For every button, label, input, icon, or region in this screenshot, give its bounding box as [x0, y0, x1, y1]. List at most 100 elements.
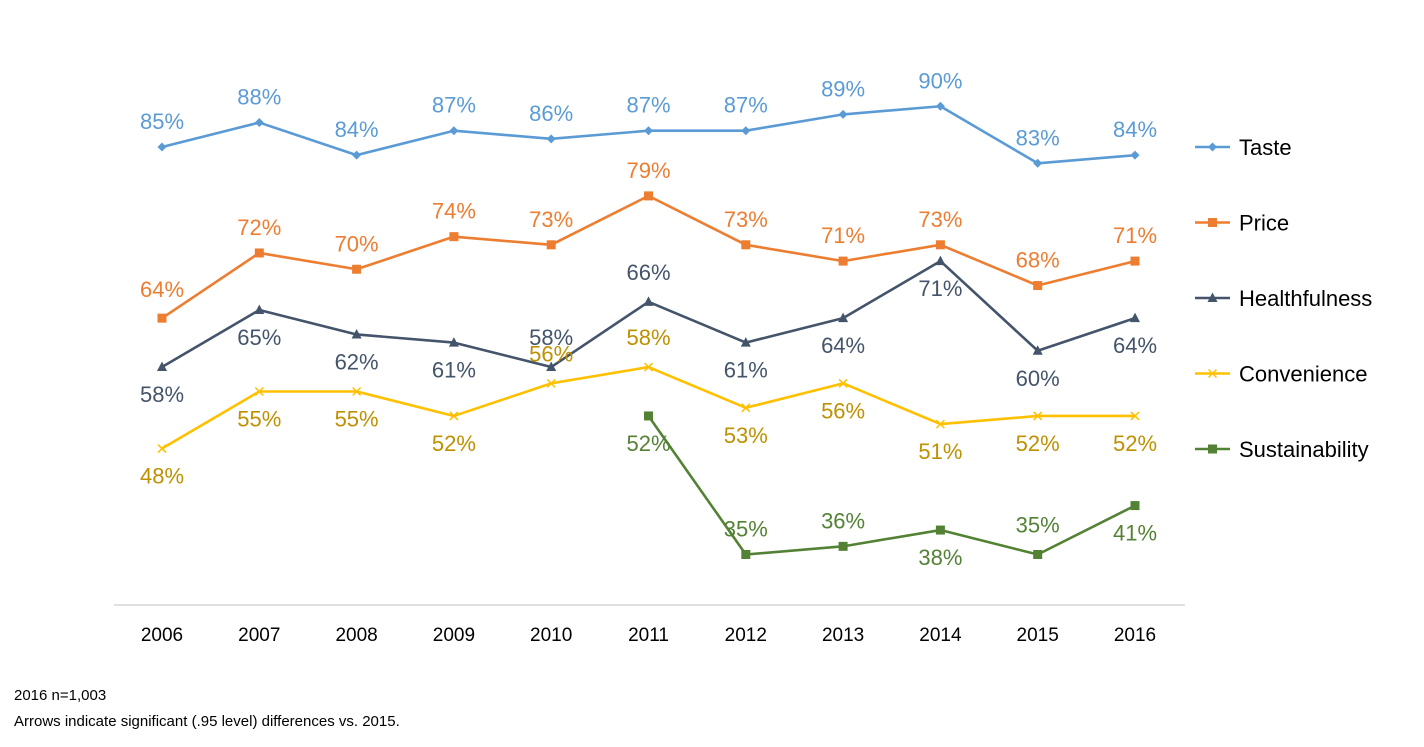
marker-healthfulness-2014: [935, 255, 946, 266]
data-label-price-2011: 79%: [626, 158, 670, 183]
marker-sustainability-2016: [1130, 501, 1140, 511]
data-label-convenience-2010: 56%: [529, 341, 573, 366]
data-label-price-2016: 71%: [1113, 223, 1157, 248]
marker-price-2008: [352, 264, 362, 274]
marker-convenience-2013: [838, 378, 848, 388]
data-label-sustainability-2011: 52%: [626, 431, 670, 456]
data-label-taste-2013: 89%: [821, 76, 865, 101]
data-label-healthfulness-2015: 60%: [1016, 366, 1060, 391]
legend-item-convenience: Convenience: [1195, 362, 1367, 387]
marker-taste-2010: [546, 134, 556, 144]
x-tick-label-2014: 2014: [919, 625, 962, 646]
data-label-taste-2009: 87%: [432, 93, 476, 118]
marker-taste-2016: [1130, 150, 1140, 160]
legend: Taste Price Healthfulness Convenience Sustai…: [1195, 135, 1372, 462]
marker-convenience-2008: [352, 386, 362, 397]
marker-convenience-2016: [1130, 411, 1140, 421]
legend-swatch-marker-taste: [1208, 142, 1217, 152]
marker-price-2009: [449, 232, 459, 242]
marker-convenience-2014: [935, 419, 945, 429]
series-markers: [157, 101, 1140, 559]
marker-convenience-2006: [157, 444, 167, 454]
marker-healthfulness-2011: [643, 296, 654, 306]
data-label-taste-2010: 86%: [529, 101, 573, 126]
marker-sustainability-2013: [838, 541, 848, 551]
marker-price-2011: [644, 191, 653, 201]
marker-price-2013: [838, 256, 848, 266]
x-tick-label-2008: 2008: [335, 625, 377, 646]
data-label-convenience-2008: 55%: [335, 407, 379, 432]
marker-taste-2007: [254, 118, 264, 128]
data-label-taste-2011: 87%: [626, 93, 670, 118]
marker-convenience-2007: [254, 386, 264, 397]
legend-swatch-marker-sustainability: [1208, 444, 1217, 454]
data-label-price-2010: 73%: [529, 207, 573, 232]
marker-taste-2014: [935, 101, 945, 111]
marker-convenience-2012: [741, 403, 751, 413]
x-tick-label-2016: 2016: [1114, 625, 1156, 646]
data-label-healthfulness-2016: 64%: [1113, 333, 1157, 358]
data-label-convenience-2016: 52%: [1113, 431, 1157, 456]
data-label-healthfulness-2008: 62%: [335, 349, 379, 374]
data-label-price-2015: 68%: [1016, 248, 1060, 273]
line-chart: 85% 88% 84% 87% 86% 87% 87% 89% 90% 83% 84% 64% 72% 7…: [114, 68, 1372, 646]
x-tick-label-2006: 2006: [141, 625, 183, 646]
marker-convenience-2010: [546, 378, 556, 388]
legend-item-taste: Taste: [1195, 135, 1292, 160]
marker-price-2010: [546, 240, 556, 250]
x-tick-label-2007: 2007: [238, 625, 280, 646]
sample-size-note: 2016 n=1,003: [14, 687, 107, 704]
data-label-price-2012: 73%: [724, 207, 768, 232]
legend-label-sustainability: Sustainability: [1239, 437, 1369, 462]
marker-healthfulness-2006: [157, 361, 167, 372]
data-label-price-2009: 74%: [432, 199, 476, 224]
data-label-healthfulness-2014: 71%: [918, 276, 962, 301]
x-tick-label-2010: 2010: [530, 625, 572, 646]
data-label-taste-2016: 84%: [1113, 117, 1157, 142]
x-tick-label-2009: 2009: [433, 625, 475, 646]
data-label-sustainability-2013: 36%: [821, 508, 865, 533]
data-label-taste-2014: 90%: [918, 68, 962, 93]
data-label-taste-2006: 85%: [140, 109, 184, 134]
data-label-healthfulness-2009: 61%: [432, 358, 476, 383]
marker-price-2006: [157, 313, 167, 323]
data-label-healthfulness-2006: 58%: [140, 382, 184, 407]
marker-price-2016: [1130, 256, 1140, 266]
marker-price-2007: [254, 248, 264, 258]
marker-taste-2013: [838, 109, 848, 119]
marker-healthfulness-2012: [740, 337, 751, 347]
marker-taste-2015: [1033, 158, 1043, 168]
marker-convenience-2015: [1033, 411, 1043, 421]
data-label-price-2014: 73%: [918, 207, 962, 232]
legend-item-sustainability: Sustainability: [1195, 437, 1369, 462]
marker-sustainability-2014: [935, 525, 945, 535]
data-label-price-2013: 71%: [821, 223, 865, 248]
marker-healthfulness-2008: [351, 328, 362, 339]
marker-price-2015: [1033, 281, 1043, 291]
legend-swatch-marker-price: [1208, 218, 1217, 227]
data-label-sustainability-2012: 35%: [724, 517, 768, 542]
data-label-healthfulness-2011: 66%: [626, 260, 670, 285]
data-label-price-2008: 70%: [335, 231, 379, 256]
data-label-sustainability-2016: 41%: [1113, 521, 1157, 546]
legend-item-price: Price: [1195, 211, 1289, 236]
data-label-convenience-2014: 51%: [918, 439, 962, 464]
marker-healthfulness-2009: [448, 337, 459, 347]
data-label-healthfulness-2012: 61%: [724, 358, 768, 383]
marker-healthfulness-2007: [254, 304, 265, 314]
marker-price-2014: [935, 240, 945, 250]
x-tick-label-2011: 2011: [628, 625, 669, 646]
data-label-healthfulness-2007: 65%: [237, 325, 281, 350]
marker-convenience-2009: [449, 411, 459, 421]
legend-swatch-marker-healthfulness: [1207, 292, 1218, 302]
legend-label-convenience: Convenience: [1239, 362, 1367, 387]
legend-label-healthfulness: Healthfulness: [1239, 286, 1372, 311]
marker-healthfulness-2016: [1130, 312, 1140, 323]
x-tick-labels: 2006 2007 2008 2009 2010 2011 2012 2013 2014 2015…: [141, 625, 1156, 646]
data-label-taste-2007: 88%: [237, 85, 281, 110]
marker-taste-2012: [741, 126, 751, 136]
x-tick-label-2012: 2012: [725, 625, 767, 646]
marker-price-2012: [741, 240, 751, 250]
data-label-taste-2015: 83%: [1016, 125, 1060, 150]
significance-note: Arrows indicate significant (.95 level) …: [14, 713, 400, 730]
